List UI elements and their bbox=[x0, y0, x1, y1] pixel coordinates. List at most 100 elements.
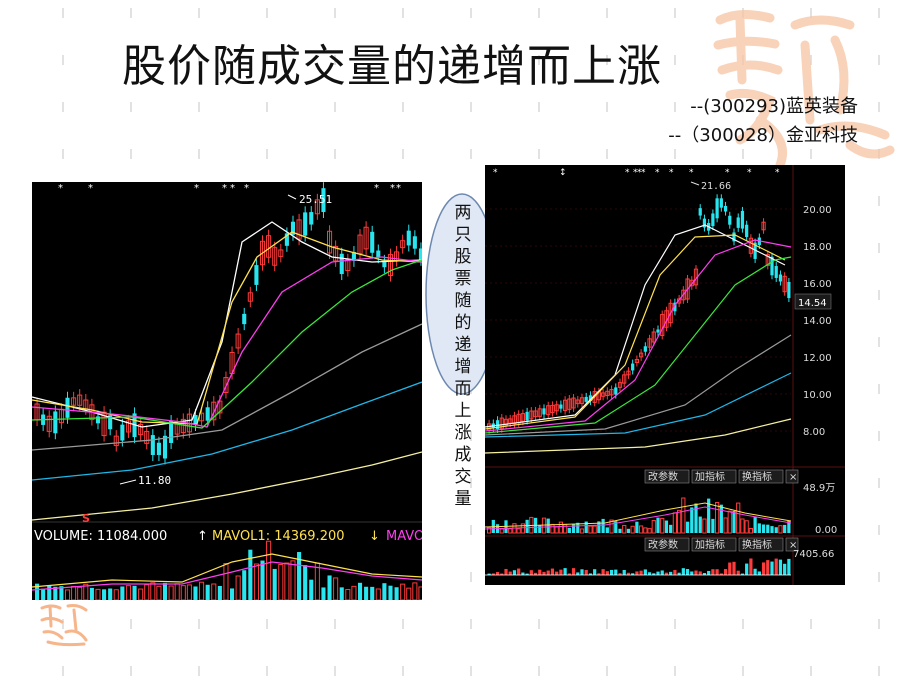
indicator-bar bbox=[787, 558, 791, 575]
volume-bar-down bbox=[525, 519, 529, 533]
svg-text:↓: ↓ bbox=[369, 529, 380, 544]
indicator-button-label: 加指标 bbox=[695, 538, 725, 551]
volume-bar-up bbox=[520, 523, 526, 534]
ma5-line bbox=[485, 224, 786, 428]
indicator-bar bbox=[761, 562, 766, 575]
indicator-button[interactable] bbox=[785, 469, 799, 484]
candle-down bbox=[303, 212, 308, 236]
volume-bar-up bbox=[622, 524, 627, 534]
volume-bar-down bbox=[339, 587, 344, 600]
indicator-bar bbox=[702, 572, 707, 575]
mavol2-line bbox=[485, 506, 792, 530]
candle-up bbox=[571, 397, 576, 409]
stamp-logo bbox=[40, 604, 88, 647]
indicator-bar bbox=[533, 572, 538, 575]
volume-bar-down bbox=[614, 521, 618, 533]
candle-up bbox=[71, 397, 77, 406]
left-moving-averages bbox=[32, 221, 422, 521]
indicator-button[interactable] bbox=[738, 469, 784, 484]
star-marker: * bbox=[88, 183, 93, 194]
candle-up bbox=[529, 410, 534, 420]
indicator-bar bbox=[677, 572, 681, 575]
indicator-bar bbox=[563, 568, 567, 575]
volume-bar-down bbox=[597, 521, 601, 533]
volume-bar-down bbox=[576, 522, 580, 533]
candle-up bbox=[609, 388, 614, 396]
indicator-button[interactable] bbox=[644, 537, 690, 552]
grid-dash bbox=[878, 243, 880, 253]
indicator-bar bbox=[749, 558, 753, 575]
candle-up bbox=[761, 221, 766, 231]
grid-dash bbox=[878, 478, 880, 488]
candle-down bbox=[193, 414, 198, 426]
indicator-bar bbox=[694, 570, 698, 575]
grid-dash bbox=[470, 8, 472, 18]
grid-dash bbox=[334, 619, 336, 629]
volume-bar-up bbox=[156, 585, 162, 600]
grid-dash bbox=[878, 337, 880, 347]
candle-up bbox=[554, 404, 559, 412]
indicator-bar bbox=[542, 571, 546, 575]
volume-bar-up bbox=[174, 583, 180, 600]
volume-bar-down bbox=[618, 528, 622, 533]
star-marker: * bbox=[689, 168, 694, 178]
candle-up bbox=[567, 398, 572, 410]
grid-dash bbox=[402, 55, 404, 65]
left-low-label: 11.80 bbox=[138, 474, 171, 487]
volume-bar-up bbox=[748, 527, 753, 534]
grid-dash bbox=[538, 102, 540, 112]
volume-bar-up bbox=[677, 509, 682, 534]
grid-dash bbox=[742, 619, 744, 629]
candle-down bbox=[53, 411, 58, 434]
left-chart-svg: * * * * * * * * * 25.51 11.80 S VOLUME: 11084.00… bbox=[32, 182, 422, 600]
volume-bar-down bbox=[321, 587, 326, 600]
indicator-button[interactable] bbox=[785, 537, 799, 552]
grid-dash bbox=[674, 102, 676, 112]
grid-dash bbox=[810, 149, 812, 159]
star-marker: * bbox=[775, 168, 780, 178]
indicator-bar bbox=[593, 569, 597, 575]
grid-dash bbox=[470, 149, 472, 159]
arrow-marker: ↕ bbox=[559, 168, 567, 178]
volume-bar-up bbox=[609, 519, 614, 534]
candle-down bbox=[673, 302, 677, 312]
volume-bar-up bbox=[647, 528, 652, 534]
indicator-bar bbox=[584, 570, 588, 575]
candle-up bbox=[626, 370, 631, 376]
volume-bar-up bbox=[125, 585, 131, 600]
candle-up bbox=[748, 237, 753, 254]
indicator-button[interactable] bbox=[738, 537, 784, 552]
volume-bar-up bbox=[702, 518, 707, 534]
volume-bar-up bbox=[579, 528, 585, 534]
mavol2-label: MAVO bbox=[386, 529, 422, 544]
indicator-bar bbox=[546, 570, 550, 575]
volume-bar-down bbox=[230, 588, 235, 600]
candle-down bbox=[254, 265, 259, 285]
indicator-button-label: 换指标 bbox=[742, 470, 772, 483]
indicator-button-label: 加指标 bbox=[695, 470, 725, 483]
ma30-line bbox=[32, 259, 422, 429]
volume-bar-up bbox=[630, 525, 635, 534]
indicator-bar bbox=[715, 569, 719, 575]
indicator-bar bbox=[631, 573, 635, 575]
volume-bar-down bbox=[309, 579, 314, 600]
right-indicator-bars bbox=[485, 558, 791, 576]
grid-dash bbox=[130, 8, 132, 18]
candle-down bbox=[702, 218, 707, 228]
candle-down bbox=[740, 210, 745, 229]
star-marker: * bbox=[725, 168, 730, 178]
candle-up bbox=[247, 292, 253, 302]
candle-down bbox=[711, 213, 715, 227]
indicator-bar bbox=[538, 569, 542, 575]
indicator-button[interactable] bbox=[644, 469, 690, 484]
candle-up bbox=[266, 235, 272, 258]
volume-bar-up bbox=[266, 540, 272, 600]
indicator-button[interactable] bbox=[691, 469, 737, 484]
indicator-button-label: × bbox=[789, 540, 797, 551]
right-chart-svg: * * * * * * * * * * *↕ 21.66 20.0018.0016.0014.001… bbox=[485, 165, 845, 585]
indicator-bar bbox=[669, 571, 673, 575]
candle-down bbox=[719, 198, 723, 208]
volume-bar-down bbox=[47, 585, 52, 600]
indicator-button[interactable] bbox=[691, 537, 737, 552]
volume-bar-down bbox=[753, 517, 757, 533]
